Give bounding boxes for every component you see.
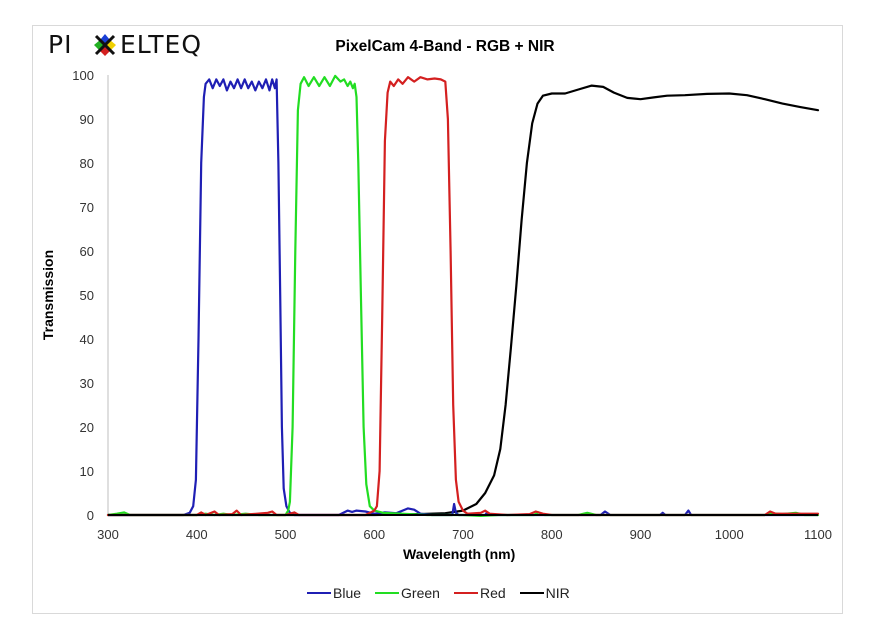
- series-line-blue: [106, 78, 820, 517]
- y-tick-label: 80: [80, 156, 94, 171]
- legend-item-nir: NIR: [519, 585, 570, 601]
- logo-text-pi: PI: [48, 30, 72, 59]
- x-axis-label: Wavelength (nm): [403, 546, 516, 562]
- y-tick-label: 50: [80, 288, 94, 303]
- x-tick-label: 500: [275, 527, 297, 542]
- chart-title: PixelCam 4-Band - RGB + NIR: [335, 38, 555, 55]
- y-axis-label: Transmission: [40, 249, 56, 341]
- legend-item-red: Red: [453, 585, 506, 601]
- legend-swatch-icon: [453, 592, 478, 594]
- y-tick-label: 90: [80, 112, 94, 127]
- y-tick-label: 20: [80, 420, 94, 435]
- legend-label: Green: [401, 585, 440, 601]
- legend: Blue Green Red NIR: [307, 585, 570, 601]
- legend-label: Blue: [333, 585, 362, 601]
- y-tick-label: 100: [72, 68, 94, 83]
- series-line-nir: [106, 84, 820, 517]
- x-tick-label: 400: [186, 527, 208, 542]
- x-tick-label: 1000: [715, 527, 744, 542]
- legend-swatch-icon: [519, 592, 544, 594]
- series-line-green: [106, 74, 820, 518]
- x-tick-label: 1100: [804, 527, 832, 542]
- y-tick-label: 10: [80, 464, 94, 479]
- legend-label: NIR: [545, 585, 570, 601]
- x-tick-label: 600: [363, 527, 385, 542]
- pixelteq-logo-icon: PI ELTEQ: [48, 30, 202, 59]
- logo-x-icon: [94, 34, 116, 56]
- legend-label: Red: [479, 585, 506, 601]
- x-tick-label: 900: [630, 527, 652, 542]
- legend-swatch-icon: [375, 592, 400, 594]
- y-tick-label: 0: [87, 508, 94, 523]
- logo: PI ELTEQ: [48, 30, 248, 60]
- legend-item-green: Green: [375, 585, 440, 601]
- legend-item-blue: Blue: [307, 585, 361, 601]
- y-tick-label: 60: [80, 244, 94, 259]
- y-tick-label: 30: [80, 376, 94, 391]
- y-tick-label: 70: [80, 200, 94, 215]
- logo-text-elteq: ELTEQ: [120, 30, 202, 59]
- legend-swatch-icon: [307, 592, 331, 594]
- series-line-red: [106, 76, 820, 517]
- x-tick-label: 700: [452, 527, 474, 542]
- x-tick-label: 300: [97, 527, 119, 542]
- x-tick-label: 800: [541, 527, 563, 542]
- y-tick-label: 40: [80, 332, 94, 347]
